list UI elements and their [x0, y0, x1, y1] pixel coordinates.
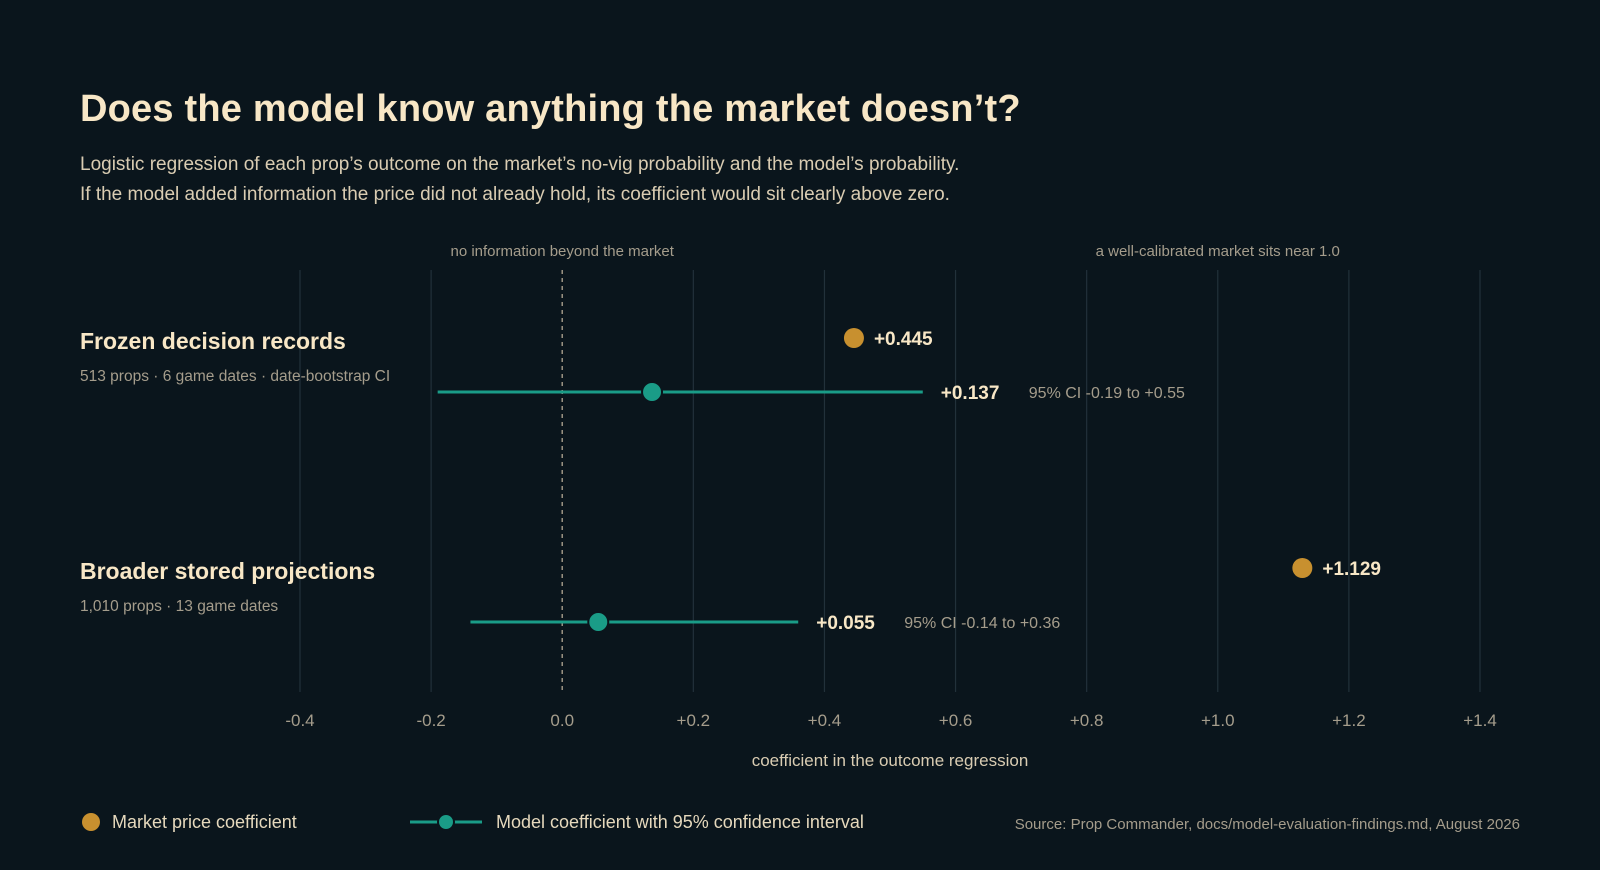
legend-market-dot	[82, 813, 100, 831]
row-label: Broader stored projections	[80, 558, 375, 584]
reference-annotation: no information beyond the market	[450, 243, 674, 260]
model-value-label: +0.055	[816, 613, 875, 634]
ci-label: 95% CI -0.14 to +0.36	[904, 615, 1060, 632]
x-tick-label: +1.4	[1463, 711, 1497, 730]
market-value-label: +1.129	[1322, 559, 1381, 580]
legend-market-label: Market price coefficient	[112, 812, 297, 832]
x-tick-label: -0.4	[285, 711, 314, 730]
row-sublabel: 1,010 props · 13 game dates	[80, 598, 278, 615]
x-tick-label: +0.2	[677, 711, 711, 730]
x-tick-label: +0.8	[1070, 711, 1104, 730]
model-point	[641, 381, 664, 403]
coefficient-chart: -0.4 -0.2 0.0 +0.2 +0.4 +0.6 +0.8 +1.0 +1.2 +1.4 n…	[80, 243, 1497, 770]
row-label: Frozen decision records	[80, 328, 346, 354]
model-value-label: +0.137	[941, 383, 1000, 404]
x-tick-label: +0.4	[808, 711, 842, 730]
x-tick-label: +1.0	[1201, 711, 1235, 730]
market-point	[1292, 558, 1313, 578]
legend-model-swatch	[410, 813, 482, 831]
reference-annotation: a well-calibrated market sits near 1.0	[1096, 243, 1340, 260]
market-value-label: +0.445	[874, 329, 933, 350]
x-tick-label: 0.0	[550, 711, 574, 730]
ci-label: 95% CI -0.19 to +0.55	[1029, 385, 1185, 402]
chart-title: Does the model know anything the market …	[80, 88, 1021, 130]
legend-model-label: Model coefficient with 95% confidence in…	[496, 812, 864, 832]
source-note: Source: Prop Commander, docs/model-evalu…	[1014, 816, 1520, 833]
x-tick-label: -0.2	[416, 711, 445, 730]
subtitle-line-1: Logistic regression of each prop’s outco…	[80, 154, 960, 175]
chart-subtitle: Logistic regression of each prop’s outco…	[80, 150, 959, 210]
x-tick-label: +1.2	[1332, 711, 1366, 730]
market-point	[843, 328, 864, 348]
x-tick-label: +0.6	[939, 711, 973, 730]
x-axis-label: coefficient in the outcome regression	[752, 751, 1029, 770]
model-point	[587, 611, 610, 633]
row-sublabel: 513 props · 6 game dates · date-bootstra…	[80, 368, 390, 385]
subtitle-line-2: If the model added information the price…	[80, 184, 950, 205]
